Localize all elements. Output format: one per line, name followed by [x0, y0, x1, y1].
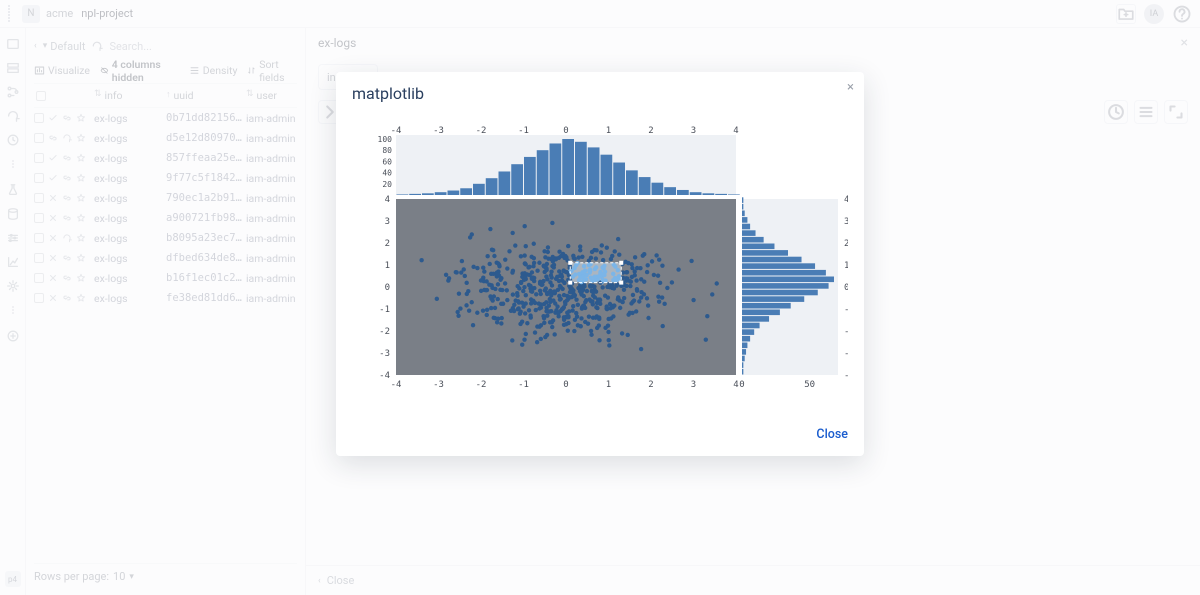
svg-text:80: 80 [382, 146, 392, 155]
svg-text:3: 3 [691, 380, 696, 390]
svg-text:1: 1 [606, 126, 611, 136]
svg-text:60: 60 [382, 157, 392, 166]
svg-text:40: 40 [382, 169, 392, 178]
svg-text:-1: -1 [844, 305, 848, 315]
svg-text:2: 2 [844, 239, 848, 249]
svg-text:100: 100 [378, 135, 393, 144]
svg-text:-3: -3 [433, 380, 444, 390]
modal-title: matplotlib [352, 84, 848, 103]
svg-text:-1: -1 [379, 305, 390, 315]
svg-text:4: 4 [385, 195, 390, 205]
svg-text:-2: -2 [379, 327, 390, 337]
svg-text:-2: -2 [476, 380, 487, 390]
svg-text:4: 4 [844, 195, 848, 205]
svg-text:-3: -3 [433, 126, 444, 136]
svg-text:-4: -4 [391, 126, 402, 136]
modal-close-button[interactable]: Close [816, 427, 848, 442]
svg-text:2: 2 [648, 380, 653, 390]
svg-text:0: 0 [385, 283, 390, 293]
svg-text:2: 2 [648, 126, 653, 136]
svg-text:20: 20 [382, 180, 392, 189]
svg-text:0: 0 [739, 380, 744, 390]
svg-text:-4: -4 [844, 371, 848, 381]
svg-text:0: 0 [563, 126, 568, 136]
svg-text:1: 1 [385, 261, 390, 271]
svg-text:0: 0 [563, 380, 568, 390]
svg-text:0: 0 [844, 283, 848, 293]
svg-text:4: 4 [733, 126, 738, 136]
svg-text:-3: -3 [844, 349, 848, 359]
svg-text:-4: -4 [379, 371, 390, 381]
svg-text:1: 1 [606, 380, 611, 390]
svg-text:-2: -2 [476, 126, 487, 136]
svg-text:-1: -1 [518, 126, 529, 136]
svg-text:3: 3 [691, 126, 696, 136]
svg-text:-4: -4 [391, 380, 402, 390]
svg-text:3: 3 [385, 217, 390, 227]
svg-text:50: 50 [804, 380, 815, 390]
modal-close-icon[interactable]: × [847, 80, 854, 95]
svg-text:3: 3 [844, 217, 848, 227]
svg-text:-1: -1 [518, 380, 529, 390]
svg-text:1: 1 [844, 261, 848, 271]
modal-backdrop[interactable]: × matplotlib 20406080100-4-3-2-101234050… [0, 0, 1200, 595]
chart-modal: × matplotlib 20406080100-4-3-2-101234050… [336, 72, 864, 456]
svg-text:2: 2 [385, 239, 390, 249]
svg-text:4: 4 [733, 380, 738, 390]
svg-text:-3: -3 [379, 349, 390, 359]
svg-text:-2: -2 [844, 327, 848, 337]
matplotlib-chart: 20406080100-4-3-2-101234050-4-3-2-101234… [352, 111, 848, 411]
